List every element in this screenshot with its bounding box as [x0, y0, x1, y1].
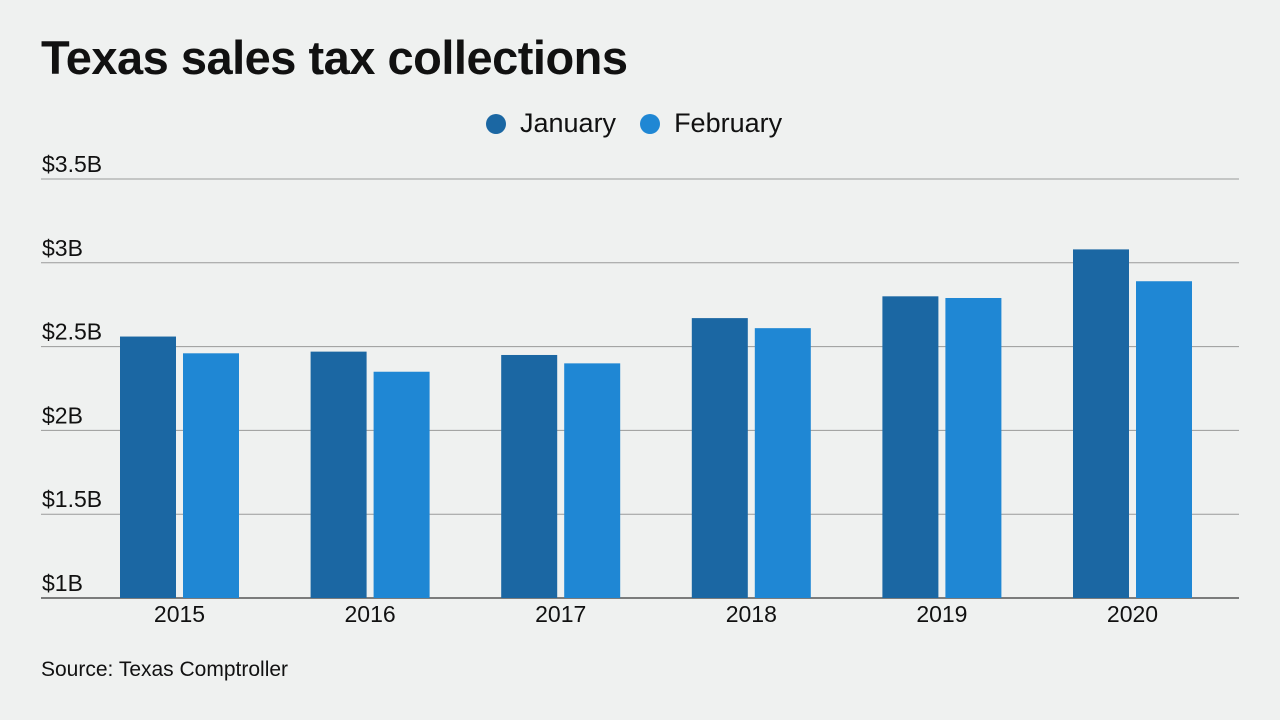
chart-title: Texas sales tax collections — [41, 31, 628, 84]
bar-february-2020 — [1136, 281, 1192, 598]
bar-january-2016 — [310, 351, 367, 598]
legend-swatch-february — [640, 113, 661, 134]
x-tick-label: 2018 — [726, 601, 777, 627]
legend-item-january: January — [486, 108, 616, 139]
x-tick-label: 2019 — [916, 601, 967, 627]
legend-label-february: February — [674, 108, 783, 138]
legend-item-february: February — [640, 108, 782, 139]
bar-january-2019 — [882, 296, 939, 598]
y-tick-label: $3.5B — [42, 151, 102, 177]
legend-swatch-january — [486, 113, 506, 134]
legend: January February — [486, 108, 806, 139]
x-tick-label: 2016 — [345, 601, 396, 627]
y-tick-label: $3B — [42, 235, 83, 261]
bar-january-2017 — [501, 354, 558, 598]
bar-january-2018 — [691, 318, 748, 598]
bar-february-2015 — [183, 353, 239, 598]
bar-january-2015 — [120, 336, 176, 598]
legend-label-january: January — [520, 108, 617, 138]
y-tick-label: $1B — [42, 570, 83, 596]
bar-february-2018 — [754, 328, 811, 598]
y-tick-label: $1.5B — [42, 486, 102, 512]
source-note: Source: Texas Comptroller — [41, 658, 289, 681]
bar-february-2019 — [945, 297, 1002, 598]
x-tick-label: 2015 — [154, 601, 205, 627]
y-tick-label: $2.5B — [42, 319, 102, 345]
x-tick-label: 2020 — [1107, 601, 1158, 627]
y-tick-label: $2B — [42, 402, 83, 428]
x-tick-label: 2017 — [535, 601, 586, 627]
bar-january-2020 — [1073, 249, 1129, 598]
bar-february-2017 — [564, 363, 621, 598]
bar-february-2016 — [373, 371, 430, 598]
